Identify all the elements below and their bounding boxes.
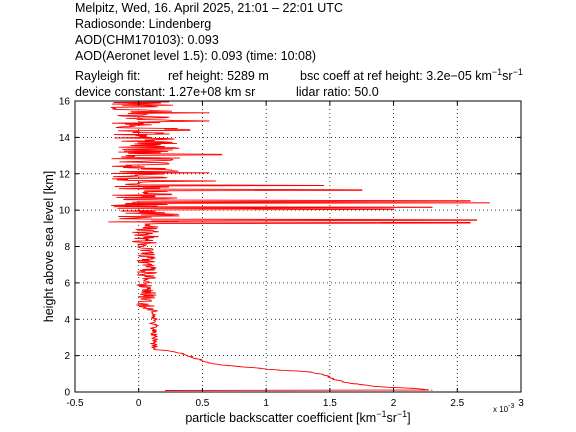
y-tick-label: 12 (59, 169, 71, 180)
profile-point (348, 382, 350, 384)
spike-point (475, 219, 477, 221)
x-label-exp-1: −1 (376, 409, 386, 419)
spike-point (361, 189, 363, 191)
bsc-coeff-label: bsc coeff at ref height: 3.2e−05 km−1sr−… (300, 67, 523, 84)
spike-point (469, 222, 471, 224)
profile-point (208, 362, 210, 364)
profile-point (431, 389, 433, 391)
x-label-sr: sr (386, 411, 396, 425)
spike-point (469, 200, 471, 202)
spike-point (322, 184, 325, 187)
profile-point (329, 376, 331, 379)
plot-area (108, 101, 490, 391)
x-tick-label: 2.5 (450, 398, 464, 409)
profile-point (392, 386, 395, 389)
profile-point (163, 349, 165, 351)
spike-point (208, 120, 210, 122)
ref-height-label: ref height: 5289 m (168, 69, 269, 83)
x-tick-label: 1.5 (323, 398, 337, 409)
x-label-text: particle backscatter coefficient [km (185, 411, 376, 425)
series-line-backscatter (108, 101, 490, 391)
profile-point (335, 379, 337, 381)
rayleigh-fit-label: Rayleigh fit: (75, 69, 141, 83)
x-tick-label: 0.5 (195, 398, 209, 409)
profile-point (412, 387, 414, 389)
y-tick-label: 4 (64, 315, 70, 326)
x-tick-label: 0 (136, 398, 142, 409)
spike-point (392, 208, 395, 210)
spike-point (488, 202, 490, 204)
y-tick-label: 10 (59, 206, 71, 217)
lidar-ratio-label: lidar ratio: 50.0 (296, 85, 379, 99)
spike-point (208, 112, 210, 114)
profile-point (373, 385, 376, 388)
x-label-close: ] (407, 411, 410, 425)
aod-chm-label: AOD(CHM170103): 0.093 (75, 33, 219, 47)
profile-point (297, 370, 299, 372)
x-multiplier-text: x 10 (493, 405, 509, 414)
spike-point (208, 172, 210, 174)
title-location-date: Melpitz, Wed, 16. April 2025, 21:01 – 22… (75, 1, 343, 15)
profile-point (195, 357, 197, 359)
profile-point (182, 353, 184, 355)
y-tick-label: 6 (64, 278, 70, 289)
profile-point (227, 365, 229, 367)
x-multiplier-label: x 10-3 (493, 403, 514, 414)
x-tick-label: 3 (518, 398, 524, 409)
device-constant-label: device constant: 1.27e+08 km sr (75, 85, 256, 99)
spike-point (189, 129, 191, 131)
x-multiplier-exp: -3 (508, 403, 514, 410)
spike-point (214, 180, 216, 182)
x-axis-label: particle backscatter coefficient [km−1sr… (185, 409, 410, 425)
bsc-coeff-text: bsc coeff at ref height: 3.2e−05 km (300, 69, 492, 83)
profile-point (361, 384, 363, 386)
profile-point (322, 374, 325, 376)
spike-point (157, 235, 159, 238)
y-tick-label: 0 (64, 388, 70, 399)
bsc-exp-2: −1 (512, 67, 523, 77)
x-tick-label: 1 (263, 398, 269, 409)
bsc-unit-sr: sr (502, 69, 513, 83)
x-tick-label: 2 (391, 398, 397, 409)
aod-aeronet-label: AOD(Aeronet level 1.5): 0.093 (time: 10:… (75, 49, 317, 63)
profile-point (310, 371, 312, 373)
spike-point (220, 154, 223, 156)
y-axis-label: height above sea level [km] (42, 171, 56, 322)
y-tick-label: 8 (64, 242, 70, 253)
y-tick-label: 14 (59, 133, 71, 144)
bsc-exp-1: −1 (491, 67, 503, 77)
spike-point (431, 206, 433, 208)
y-tick-label: 16 (59, 97, 71, 108)
radiosonde-label: Radiosonde: Lindenberg (75, 17, 212, 31)
profile-point (259, 367, 261, 369)
y-tick-label: 2 (64, 351, 70, 362)
x-tick-label: -0.5 (66, 398, 84, 409)
x-label-exp-2: −1 (397, 409, 407, 419)
profile-point (278, 369, 280, 371)
